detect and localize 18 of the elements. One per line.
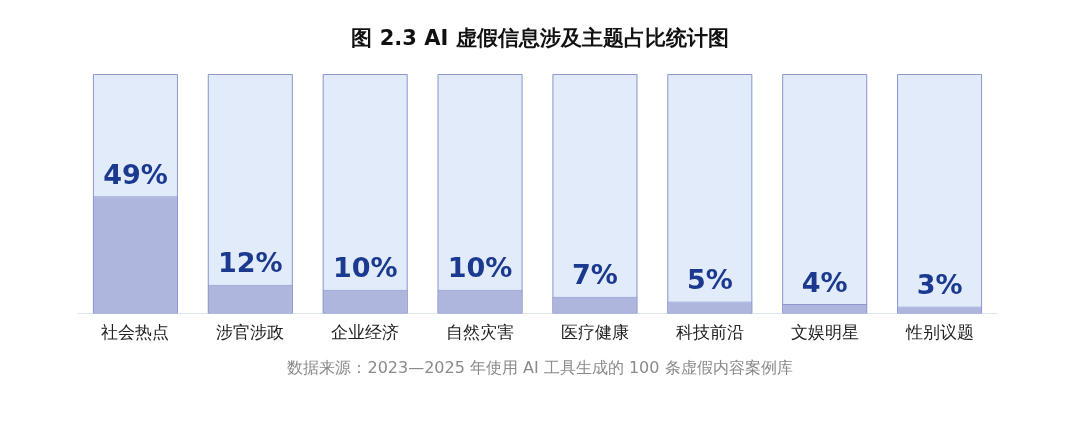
data-label: 4% [801,266,848,298]
x-tick-label: 性别议题 [904,322,974,343]
data-label: 3% [916,268,963,300]
x-tick-label: 自然灾害 [446,322,515,343]
data-label: 10% [332,252,398,284]
data-label: 10% [447,252,513,284]
x-tick-label: 医疗健康 [560,322,629,343]
x-tick-label: 文娱明星 [790,322,859,343]
data-label: 7% [572,259,618,291]
data-label: 49% [103,158,168,190]
chart-title: 图 2.3 AI 虚假信息涉及主题占比统计图 [350,25,730,52]
x-tick-label: 社会热点 [101,322,170,343]
x-tick-label: 企业经济 [331,322,400,343]
data-label: 12% [217,247,283,279]
x-tick-label: 科技前沿 [675,322,744,343]
data-label: 5% [686,264,733,296]
x-tick-label: 涉官涉政 [216,322,285,343]
source-note: 数据来源：2023—2025 年使用 AI 工具生成的 100 条虚假内容案例库 [286,357,794,379]
